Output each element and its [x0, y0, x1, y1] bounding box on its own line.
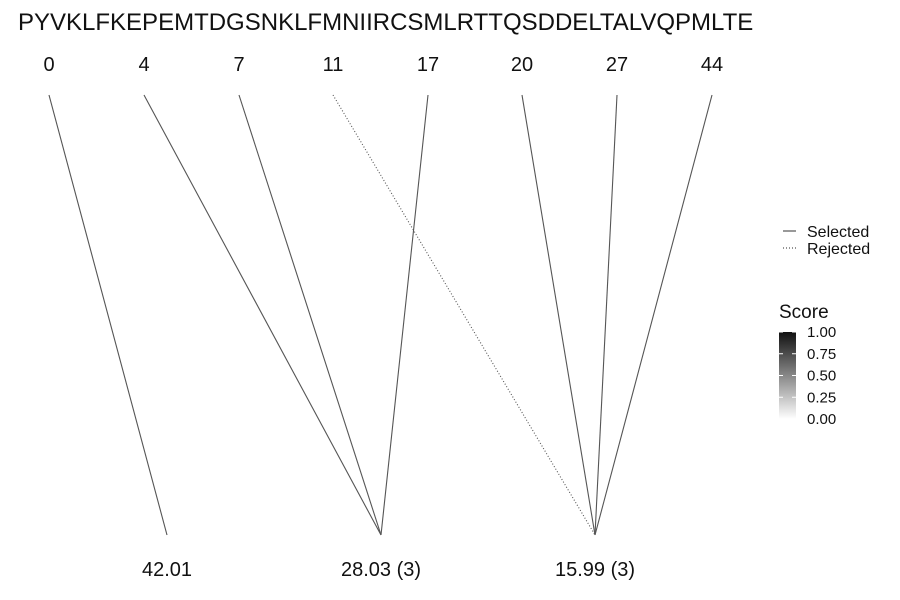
score-tick-label: 1.00 — [807, 324, 836, 341]
link-line-selected — [594, 94, 713, 536]
link-line-rejected — [332, 94, 596, 536]
top-position-label: 27 — [606, 54, 628, 76]
link-line-selected — [380, 94, 429, 536]
top-position-labels: 0 4 7 11 17 20 27 44 — [43, 54, 723, 76]
sequence-title: PYVKLFKEPEMTDGSNKLFMNIIRCSMLRTTQSDDELTAL… — [18, 9, 753, 36]
link-line-selected — [594, 94, 618, 536]
top-position-label: 20 — [511, 54, 533, 76]
score-tick-label: 0.75 — [807, 346, 836, 363]
score-colorbar — [779, 332, 796, 419]
bottom-node-label: 42.01 — [142, 559, 192, 581]
bottom-node-labels: 42.01 28.03 (3) 15.99 (3) — [142, 559, 635, 581]
top-position-label: 11 — [323, 54, 344, 76]
link-line-selected — [143, 94, 382, 536]
top-position-label: 4 — [138, 54, 149, 76]
link-line-selected — [48, 94, 168, 536]
link-lines — [48, 94, 713, 536]
score-tick-label: 0.50 — [807, 368, 836, 385]
legend-rejected-label: Rejected — [807, 241, 870, 258]
legend-selected-label: Selected — [807, 224, 869, 241]
score-legend-title: Score — [779, 302, 829, 323]
bottom-node-label: 15.99 (3) — [555, 559, 635, 581]
score-legend: Score 1.00 0.75 0.50 0.25 0.00 — [779, 302, 836, 428]
top-position-label: 7 — [233, 54, 244, 76]
bottom-node-label: 28.03 (3) — [341, 559, 421, 581]
link-line-selected — [238, 94, 382, 536]
score-ticks: 1.00 0.75 0.50 0.25 0.00 — [779, 324, 836, 428]
top-position-label: 17 — [417, 54, 439, 76]
score-tick-label: 0.00 — [807, 411, 836, 428]
linetype-legend: Selected Rejected — [783, 224, 870, 258]
score-tick-label: 0.25 — [807, 389, 836, 406]
link-line-selected — [521, 94, 596, 536]
top-position-label: 44 — [701, 54, 723, 76]
top-position-label: 0 — [43, 54, 54, 76]
